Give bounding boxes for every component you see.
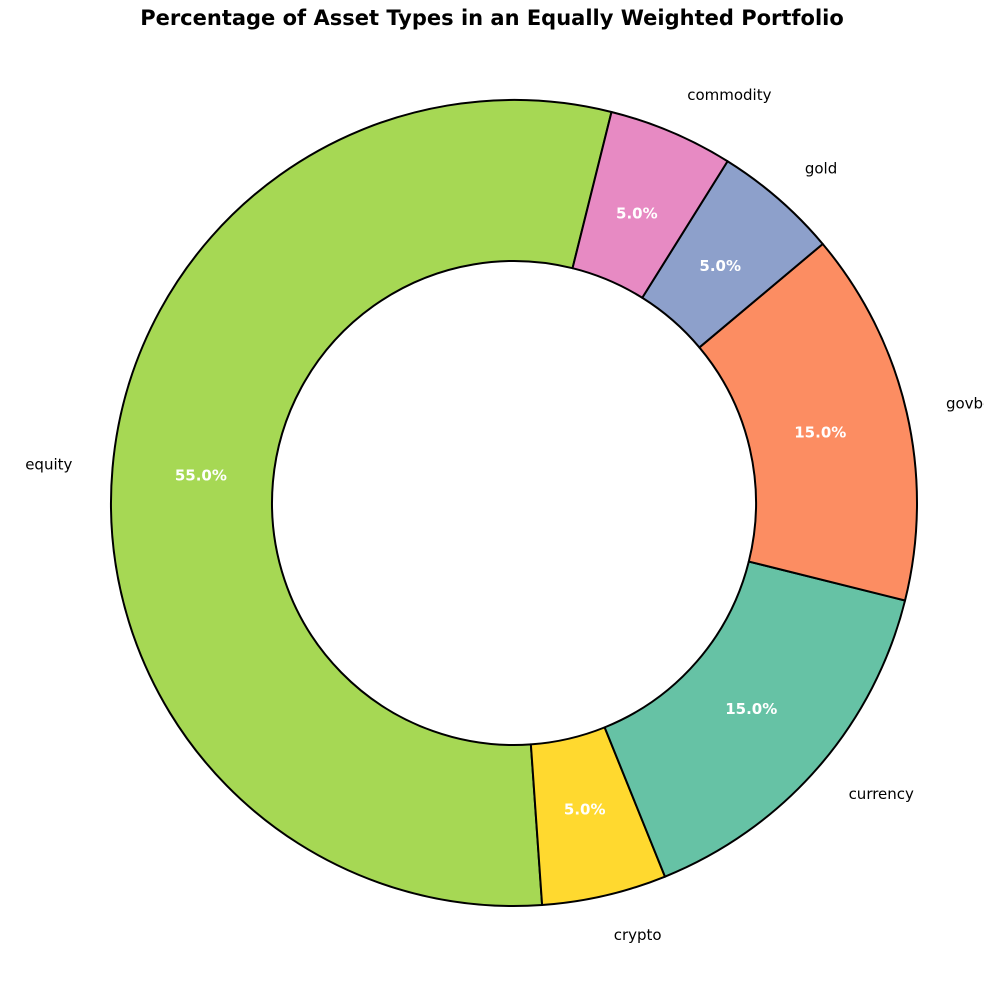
chart-title: Percentage of Asset Types in an Equally … bbox=[140, 6, 844, 30]
pct-label-govbond: 15.0% bbox=[794, 423, 846, 441]
category-label-crypto: crypto bbox=[614, 926, 662, 944]
pct-label-commodity: 5.0% bbox=[616, 205, 658, 223]
pct-label-currency: 15.0% bbox=[725, 700, 777, 718]
pct-label-equity: 55.0% bbox=[175, 467, 227, 485]
category-label-equity: equity bbox=[25, 455, 72, 473]
category-label-gold: gold bbox=[805, 159, 837, 177]
slice-govbond bbox=[698, 242, 918, 602]
slices-group bbox=[110, 99, 918, 907]
pct-label-crypto: 5.0% bbox=[564, 800, 606, 818]
pct-label-gold: 5.0% bbox=[699, 257, 741, 275]
category-label-govbond: govbond bbox=[946, 394, 984, 412]
labels-group: 55.0% equity 5.0% crypto 15.0% currency 15.0% g… bbox=[25, 86, 984, 944]
category-label-commodity: commodity bbox=[687, 86, 771, 104]
slice-equity bbox=[110, 99, 613, 907]
slice-currency bbox=[603, 560, 907, 878]
category-label-currency: currency bbox=[849, 785, 914, 803]
slice-commodity bbox=[571, 110, 729, 299]
